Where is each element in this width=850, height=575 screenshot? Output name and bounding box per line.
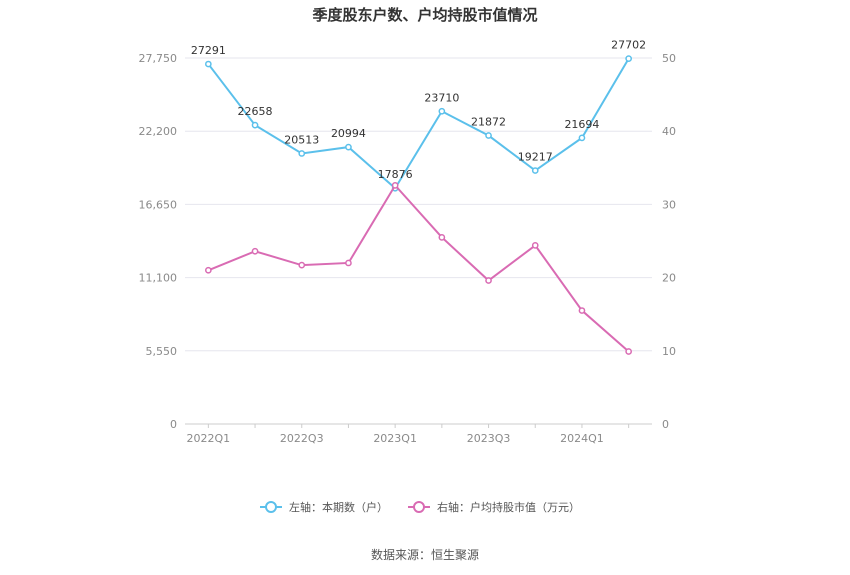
data-point [578,307,586,314]
legend: 左轴：本期数（户） 右轴：户均持股市值（万元） [260,500,580,514]
series-1: 27291 22658 20513 20994 17876 23710 21872 19217… [191,39,646,192]
series-layer: 27291 22658 20513 20994 17876 23710 21872 19217… [191,39,646,355]
data-point [438,233,446,241]
right-tick-label: 30 [662,198,676,211]
legend-label: 左轴：本期数（户） [289,500,388,514]
data-point [298,150,306,157]
x-tick-label: 2022Q1 [187,432,231,445]
right-tick-label: 50 [662,52,676,65]
right-tick-label: 20 [662,272,676,285]
source-note: 数据来源：恒生聚源 [371,547,479,562]
x-tick-label: 2023Q3 [467,432,511,445]
right-axis: 0 10 20 30 40 50 [662,52,676,431]
data-point [531,242,539,249]
data-label: 21694 [564,118,599,131]
series-line [207,183,630,353]
data-point [438,107,446,115]
left-tick-label: 22,200 [139,125,178,138]
data-point [391,182,399,189]
data-label: 20994 [331,127,366,140]
legend-item-1[interactable]: 左轴：本期数（户） [260,500,388,514]
legend-marker [413,501,425,513]
x-axis: 2022Q1 2022Q3 2023Q1 2023Q3 2024Q1 [187,424,630,445]
left-tick-label: 27,750 [139,52,178,65]
left-tick-label: 11,100 [139,272,178,285]
x-tick-label: 2024Q1 [560,432,604,445]
data-label: 17876 [378,168,413,181]
data-point [205,60,212,68]
left-axis: 0 5,550 11,100 16,650 22,200 27,750 [139,52,178,431]
right-tick-label: 40 [662,125,676,138]
data-label: 22658 [238,105,273,118]
data-point [531,167,539,174]
data-label: 20513 [284,133,319,146]
right-tick-label: 10 [662,345,676,358]
data-point [251,121,259,129]
data-point [251,247,259,255]
chart-title: 季度股东户数、户均持股市值情况 [312,6,537,24]
data-point [625,348,633,355]
data-point [345,143,352,151]
data-point [578,134,586,142]
data-label: 27291 [191,44,226,57]
grid-lines [185,57,652,425]
data-label: 21872 [471,116,506,129]
data-point [485,132,492,139]
legend-label: 右轴：户均持股市值（万元） [437,500,580,514]
left-tick-label: 5,550 [146,345,178,358]
left-tick-label: 0 [170,418,177,431]
x-tick-label: 2023Q1 [373,432,417,445]
data-label: 23710 [424,91,459,104]
data-point [298,261,306,269]
series-2 [205,182,633,355]
data-point [205,266,212,274]
legend-marker [265,501,277,513]
data-point [625,55,633,62]
data-point [485,277,492,284]
data-label: 27702 [611,39,646,52]
right-tick-label: 0 [662,418,669,431]
legend-item-2[interactable]: 右轴：户均持股市值（万元） [408,500,580,514]
series-line [207,58,630,190]
data-point [345,259,352,267]
data-label: 19217 [518,151,553,164]
x-tick-label: 2022Q3 [280,432,324,445]
left-tick-label: 16,650 [139,198,178,211]
